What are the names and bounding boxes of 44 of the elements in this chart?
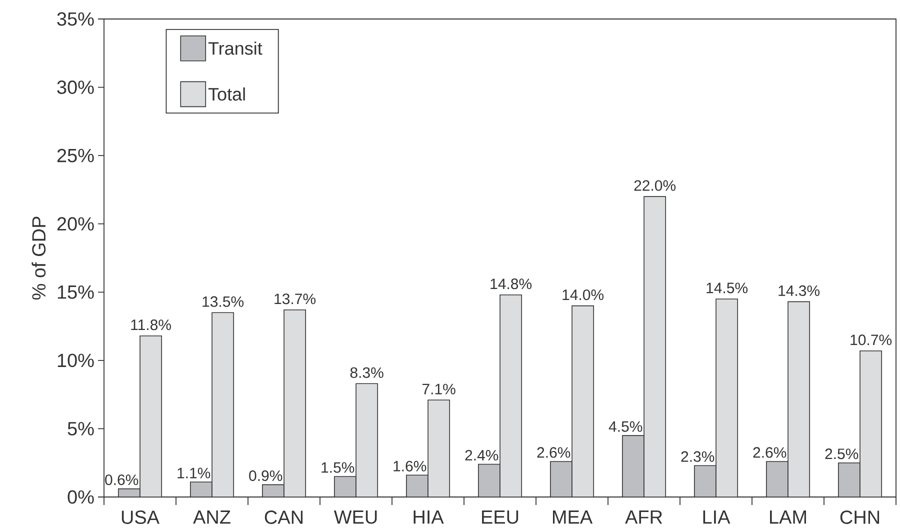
data-label: 22.0%	[634, 180, 676, 191]
x-tick-label: AFR	[625, 510, 662, 524]
legend-label: Total	[208, 87, 245, 101]
x-tick-label: HIA	[414, 510, 444, 524]
x-tick-label: LIA	[703, 510, 730, 524]
y-tick-label: 25%	[57, 148, 94, 162]
data-label: 14.3%	[778, 285, 820, 296]
data-label: 1.6%	[394, 460, 426, 472]
data-label: 2.5%	[825, 448, 858, 460]
data-label: 2.4%	[465, 450, 498, 461]
y-tick-label: 35%	[57, 12, 94, 26]
x-tick-label: ANZ	[193, 510, 230, 524]
x-tick-label: EEU	[482, 510, 518, 524]
data-label: 2.6%	[537, 447, 570, 458]
x-tick-label: CHN	[840, 510, 880, 524]
data-label: 13.5%	[202, 296, 244, 307]
x-tick-label: MEA	[552, 510, 593, 524]
data-label: 1.5%	[322, 462, 354, 473]
data-label: 4.5%	[608, 421, 642, 432]
legend-label: Transit	[208, 42, 262, 55]
data-label: 8.3%	[350, 367, 384, 378]
y-tick-label: 0%	[68, 490, 94, 504]
data-label: 0.6%	[105, 474, 138, 486]
data-label: 1.1%	[178, 468, 210, 478]
data-label: 14.8%	[490, 278, 532, 290]
data-label: 13.7%	[274, 294, 316, 304]
data-label: 14.5%	[706, 282, 748, 294]
y-tick-label: 10%	[58, 354, 94, 368]
x-tick-label: WEU	[334, 510, 377, 524]
x-tick-label: CAN	[264, 510, 303, 524]
data-label: 10.7%	[850, 334, 892, 346]
data-label: 2.6%	[753, 447, 786, 458]
y-tick-label: 20%	[57, 217, 94, 231]
data-label: 11.8%	[131, 320, 171, 330]
data-label: 7.1%	[422, 384, 456, 394]
x-tick-label: LAM	[770, 510, 806, 524]
x-tick-label: USA	[122, 510, 160, 524]
y-tick-label: 30%	[57, 80, 94, 94]
data-label: 2.3%	[681, 451, 714, 462]
y-axis-title: % of GDP	[32, 216, 46, 300]
y-tick-label: 5%	[68, 422, 94, 436]
data-label: 14.0%	[562, 289, 604, 300]
data-label: 0.9%	[249, 470, 282, 482]
y-tick-label: 15%	[58, 285, 94, 299]
